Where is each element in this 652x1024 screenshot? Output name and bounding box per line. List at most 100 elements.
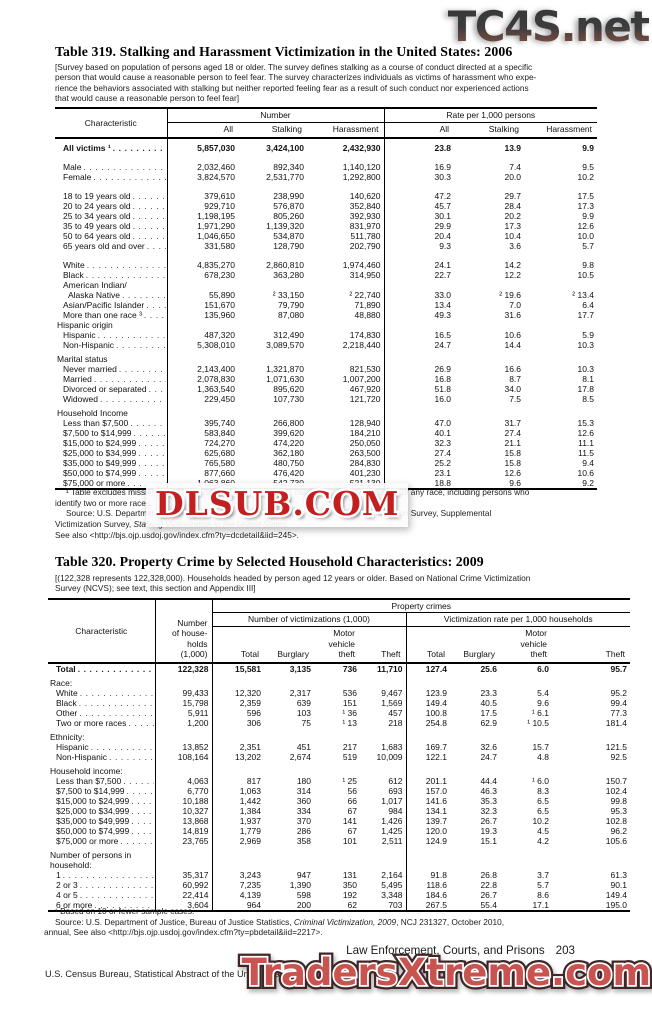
row-label: $75,000 or more bbox=[48, 835, 156, 846]
watermark-middle-outline: DLSUB.COM bbox=[152, 482, 400, 526]
cell-value: 3,348 bbox=[360, 889, 407, 900]
cell-value: 48,880 bbox=[307, 309, 385, 320]
row-label: $25,000 to $34,999 bbox=[48, 805, 156, 816]
cell-value: 17.5 bbox=[480, 707, 497, 718]
footnote-line: ¹ Based on 10 or fewer sample cases. bbox=[55, 906, 195, 916]
cell-value bbox=[360, 727, 407, 742]
dot-leader bbox=[116, 340, 165, 350]
cell-value: 14.2 bbox=[504, 259, 522, 270]
cell-value bbox=[212, 674, 264, 688]
cell-value: 7.0 bbox=[509, 299, 522, 310]
table-row: Race: bbox=[48, 673, 630, 688]
note-line: that would cause a reasonable person to … bbox=[55, 93, 240, 104]
cell-value: 55.4 bbox=[450, 899, 500, 912]
dot-leader bbox=[138, 458, 165, 468]
cell-value: 3,243 bbox=[239, 869, 261, 880]
cell-value: 35.3 bbox=[480, 795, 497, 806]
cell-value: 103 bbox=[296, 707, 311, 718]
cell-value bbox=[264, 846, 314, 870]
cell-value: 10.2 bbox=[532, 815, 549, 826]
watermark-middle-text: DLSUB.COM bbox=[155, 484, 400, 523]
dot-leader bbox=[93, 172, 165, 182]
cell-value: 306 bbox=[246, 717, 261, 728]
row-label: 4 or 5 bbox=[48, 889, 156, 900]
col-header: Stalking bbox=[454, 122, 525, 139]
dot-leader bbox=[100, 394, 166, 404]
cell-value: 45.7 bbox=[434, 200, 452, 211]
cell-value: 1,442 bbox=[239, 795, 261, 806]
cell-value: 5,495 bbox=[360, 879, 407, 890]
cell-value: ¹ 6.0 bbox=[531, 775, 549, 786]
cell-value: 350 bbox=[342, 879, 357, 890]
cell-value: 105.6 bbox=[605, 835, 628, 846]
table-row: 6 or more3,60496420062703267.555.417.119… bbox=[48, 899, 631, 912]
cell-value bbox=[552, 762, 630, 776]
footnote-line: annual, See also <http://bjs.ojp.usdoj.g… bbox=[44, 927, 323, 938]
cell-value: 75 bbox=[301, 717, 311, 728]
cell-value: 724,270 bbox=[204, 437, 235, 448]
cell-value: 480,750 bbox=[273, 457, 304, 468]
dot-leader bbox=[122, 290, 166, 300]
cell-value: 363,280 bbox=[273, 269, 304, 280]
note-line: [Survey based on population of persons a… bbox=[55, 62, 533, 72]
row-label: Household income: bbox=[48, 761, 156, 776]
table319-stub-header: Characteristic bbox=[55, 107, 168, 139]
dot-leader bbox=[133, 201, 166, 211]
cell-value: 474,220 bbox=[273, 437, 304, 448]
row-label: White bbox=[48, 687, 156, 698]
cell-value: 2,860,810 bbox=[266, 259, 304, 270]
row-label: Black bbox=[55, 269, 168, 280]
cell-value: 9.9 bbox=[582, 142, 595, 153]
cell-value: 1,569 bbox=[360, 697, 407, 708]
cell-value: 5.7 bbox=[582, 240, 595, 251]
cell-value: 334 bbox=[296, 805, 311, 816]
section-footer: Law Enforcement, Courts, and Prisons 203 bbox=[55, 944, 575, 957]
cell-value: 736 bbox=[342, 663, 357, 674]
dot-leader bbox=[113, 143, 166, 153]
cell-value: 21.1 bbox=[504, 437, 522, 448]
cell-value: 15.7 bbox=[532, 741, 549, 752]
table-row: 65 years old and over 331,580 128,790202,7… bbox=[55, 240, 597, 251]
cell-value: 401,230 bbox=[307, 467, 385, 478]
col-header: Motor vehicle theft bbox=[500, 626, 552, 664]
cell-value bbox=[264, 674, 314, 688]
cell-value: 99.4 bbox=[610, 697, 628, 708]
cell-value: 10,327 bbox=[155, 805, 213, 816]
cell-value: 821,530 bbox=[307, 363, 385, 374]
table320-footnotes: ¹ Based on 10 or fewer sample cases. Sour… bbox=[44, 906, 604, 938]
col-header: Theft bbox=[360, 626, 407, 664]
cell-value: 1,292,800 bbox=[307, 171, 385, 182]
cell-value: 476,420 bbox=[273, 467, 304, 478]
cell-value: 79,790 bbox=[278, 299, 304, 310]
cell-value bbox=[238, 280, 307, 290]
cell-value bbox=[155, 673, 213, 688]
cell-value bbox=[307, 403, 385, 418]
cell-value bbox=[384, 404, 454, 418]
cell-value: 536 bbox=[342, 687, 357, 698]
cell-value: 583,840 bbox=[204, 427, 235, 438]
cell-value: 9,467 bbox=[360, 687, 407, 698]
cell-value: 399,620 bbox=[273, 427, 304, 438]
cell-value: ¹ 6.1 bbox=[531, 707, 549, 718]
dot-leader bbox=[133, 231, 166, 241]
footnote-line: See also <http://bjs.ojp.usdoj.gov/index… bbox=[55, 529, 299, 540]
cell-value: 44.4 bbox=[480, 775, 497, 786]
cell-value: 35,317 bbox=[155, 869, 213, 880]
footnote-line: identify two or more races. bbox=[55, 497, 153, 508]
cell-value: 9.8 bbox=[582, 259, 595, 270]
dot-leader bbox=[133, 211, 166, 221]
cell-value: 95.7 bbox=[610, 663, 628, 674]
cell-value: 12.6 bbox=[577, 220, 595, 231]
cell-value: 639 bbox=[296, 697, 311, 708]
cell-value: 10.4 bbox=[504, 230, 522, 241]
row-label: Black bbox=[48, 697, 156, 708]
dot-leader bbox=[127, 786, 154, 796]
row-label: $35,000 to $49,999 bbox=[55, 457, 168, 468]
cell-value: 15.3 bbox=[577, 417, 595, 428]
col-header: All bbox=[167, 122, 238, 139]
dot-leader bbox=[131, 816, 153, 826]
